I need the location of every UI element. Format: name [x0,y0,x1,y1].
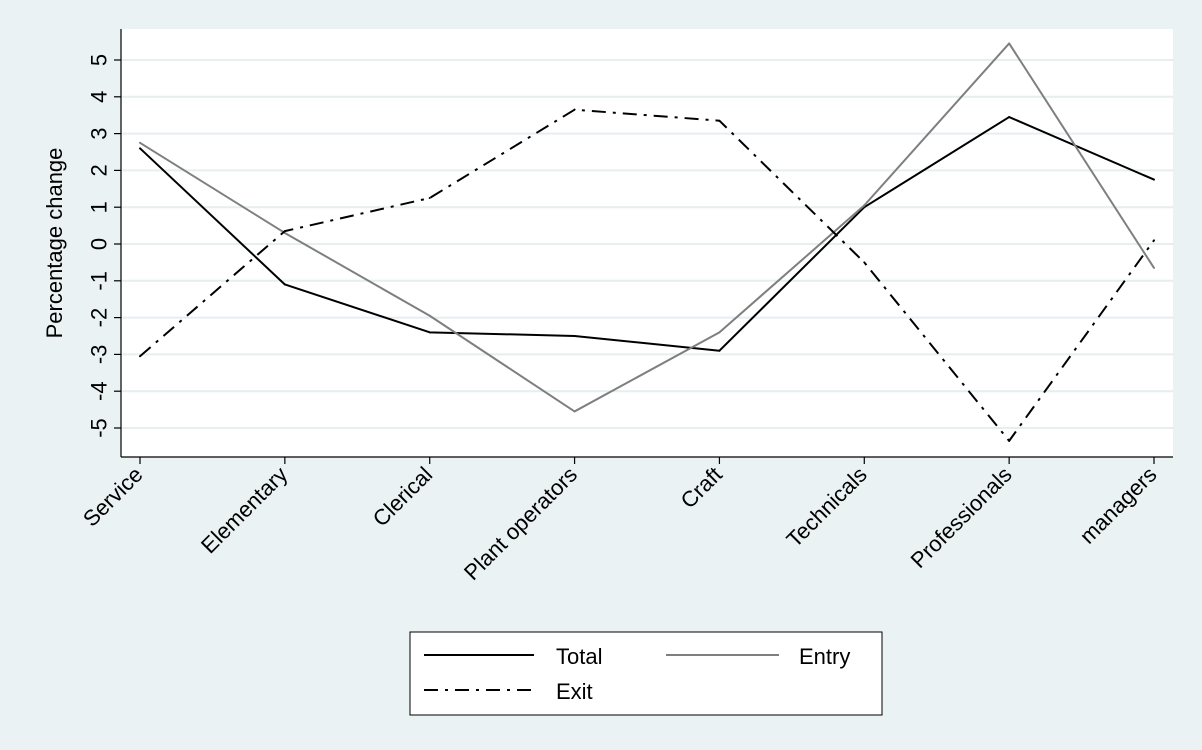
y-tick-label: -3 [87,345,112,365]
data-point-exit-elementary [283,230,286,233]
series-line-total [139,116,1155,352]
data-point-total-plant-operators [573,335,576,337]
data-point-total-elementary [283,283,286,286]
data-point-entry-service [139,141,141,144]
data-point-exit-service [139,355,141,358]
grid-lines [121,59,1173,429]
series-group [139,42,1155,442]
data-point-exit-clerical [428,197,431,199]
data-point-total-clerical [428,331,431,334]
x-tick-label-technicals: Technicals [782,462,872,552]
y-tick-label: 0 [87,238,112,250]
legend-label-entry: Entry [799,644,850,669]
y-tick-label: -5 [87,418,112,438]
x-tick-label-clerical: Clerical [368,462,438,532]
data-point-entry-technicals [863,204,866,207]
y-axis-ticks: 5 4 3 2 1 0 -1 -2 -3 -4 -5 [87,54,121,438]
y-tick-label: 4 [87,91,112,103]
series-line-entry [139,42,1155,413]
y-tick-label: -4 [87,381,112,401]
data-point-total-managers [1153,178,1155,181]
x-tick-label-professionals: Professionals [906,462,1017,573]
y-tick-label: 1 [87,201,112,213]
legend: Total Entry Exit [409,631,883,716]
y-axis-title: Percentage change [42,148,67,339]
data-point-entry-plant-operators [573,410,576,413]
x-tick-label-managers: managers [1075,462,1162,549]
y-tick-label: -2 [87,308,112,328]
data-point-exit-professionals [1008,439,1011,442]
data-point-exit-managers [1153,239,1155,242]
legend-label-exit: Exit [556,679,593,704]
x-axis-ticks: Service Elementary Clerical Plant operators… [78,457,1162,585]
data-point-total-professionals [1008,116,1011,119]
data-point-exit-technicals [863,261,866,264]
x-tick-label-plant-operators: Plant operators [459,462,582,585]
y-tick-label: -1 [87,271,112,291]
data-point-entry-managers [1153,266,1155,269]
x-tick-label-craft: Craft [676,462,727,513]
data-point-exit-plant-operators [573,108,576,111]
y-tick-label: 2 [87,164,112,176]
data-point-exit-craft [718,119,721,122]
data-point-entry-clerical [428,314,431,317]
y-tick-label: 3 [87,127,112,139]
data-point-entry-professionals [1008,42,1011,45]
data-point-total-craft [718,349,721,352]
data-point-entry-craft [718,331,721,334]
legend-label-total: Total [556,644,602,669]
data-point-total-service [139,147,141,150]
y-tick-label: 5 [87,54,112,66]
x-tick-label-service: Service [78,462,148,532]
legend-box [409,631,883,716]
x-tick-label-elementary: Elementary [196,462,292,558]
